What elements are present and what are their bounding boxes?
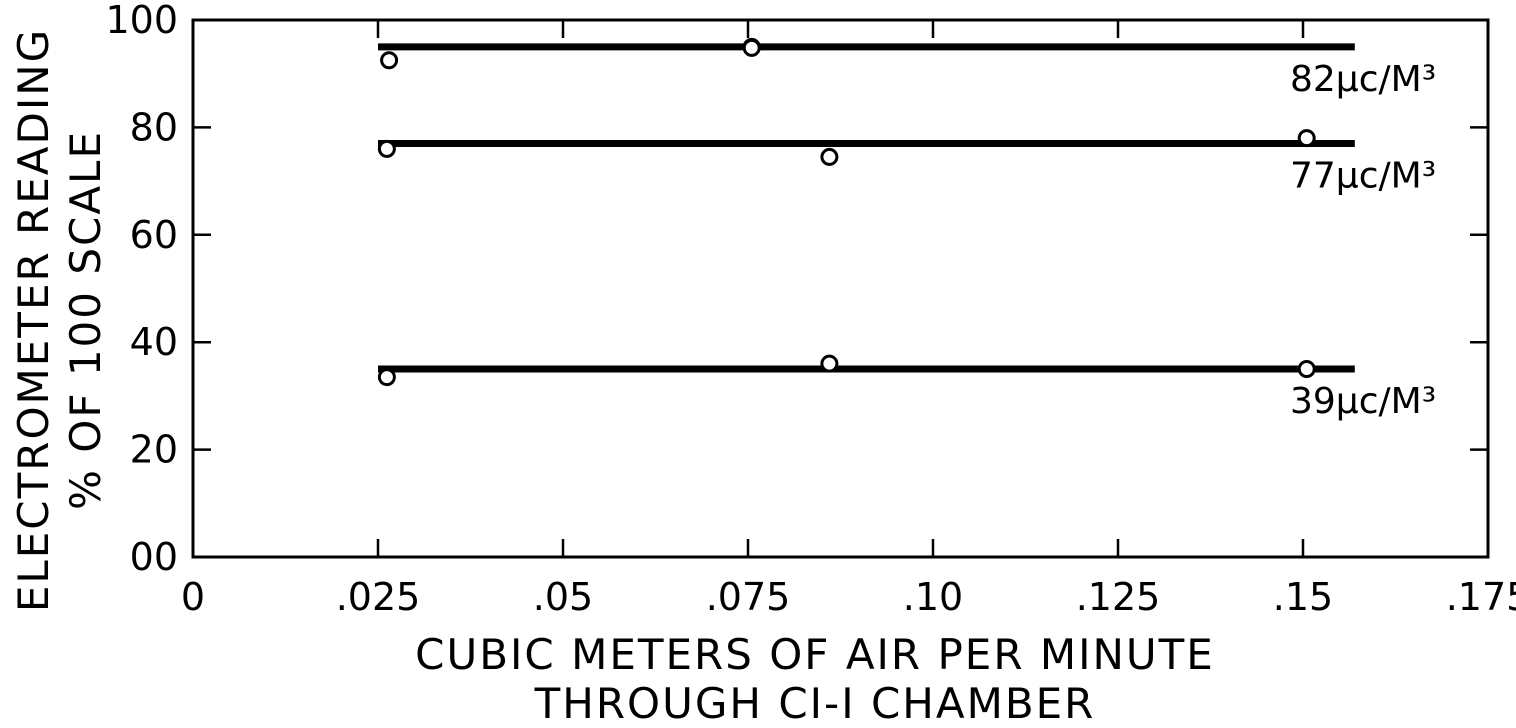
data-point: [820, 354, 839, 373]
y-tick-label: 40: [130, 320, 178, 364]
data-point: [1297, 129, 1316, 148]
series-points: [377, 37, 1316, 387]
x-axis-title-line-1: CUBIC METERS OF AIR PER MINUTE: [415, 630, 1215, 679]
data-point: [377, 368, 396, 387]
data-point: [380, 51, 399, 70]
series-label: 77µc/M³: [1290, 156, 1436, 197]
x-tick-label: 0: [181, 575, 205, 619]
x-tick-label: .025: [336, 575, 421, 619]
x-tick-label: .125: [1076, 575, 1161, 619]
y-tick-labels: 00 20 40 60 80 100: [105, 0, 178, 579]
data-point: [742, 38, 761, 57]
y-tick-label: 20: [130, 428, 178, 472]
data-point: [1297, 360, 1316, 379]
x-tick-label: .05: [533, 575, 593, 619]
y-tick-label: 80: [130, 105, 178, 149]
tick-marks: [193, 20, 1488, 557]
x-tick-label: .175: [1446, 575, 1516, 619]
y-tick-label: 100: [105, 0, 178, 42]
data-point: [820, 147, 839, 166]
y-tick-label: 60: [130, 213, 178, 257]
x-tick-labels: 0 .025 .05 .075 .10 .125 .15 .175: [181, 575, 1516, 619]
x-axis-title-line-2: THROUGH CI-I CHAMBER: [534, 679, 1096, 728]
y-axis-title-line-1: ELECTROMETER READING: [9, 28, 58, 612]
series-label: 39µc/M³: [1290, 381, 1436, 422]
series-labels: 82µc/M³ 77µc/M³ 39µc/M³: [1290, 59, 1436, 422]
x-tick-label: .10: [903, 575, 963, 619]
x-tick-label: .075: [706, 575, 791, 619]
series-lines: [378, 43, 1355, 373]
y-tick-label: 00: [130, 535, 178, 579]
series-label: 82µc/M³: [1290, 59, 1436, 100]
x-tick-label: .15: [1273, 575, 1333, 619]
plot-frame: [191, 18, 1490, 559]
data-point: [377, 139, 396, 158]
y-axis-title-line-2: % OF 100 SCALE: [61, 130, 110, 510]
